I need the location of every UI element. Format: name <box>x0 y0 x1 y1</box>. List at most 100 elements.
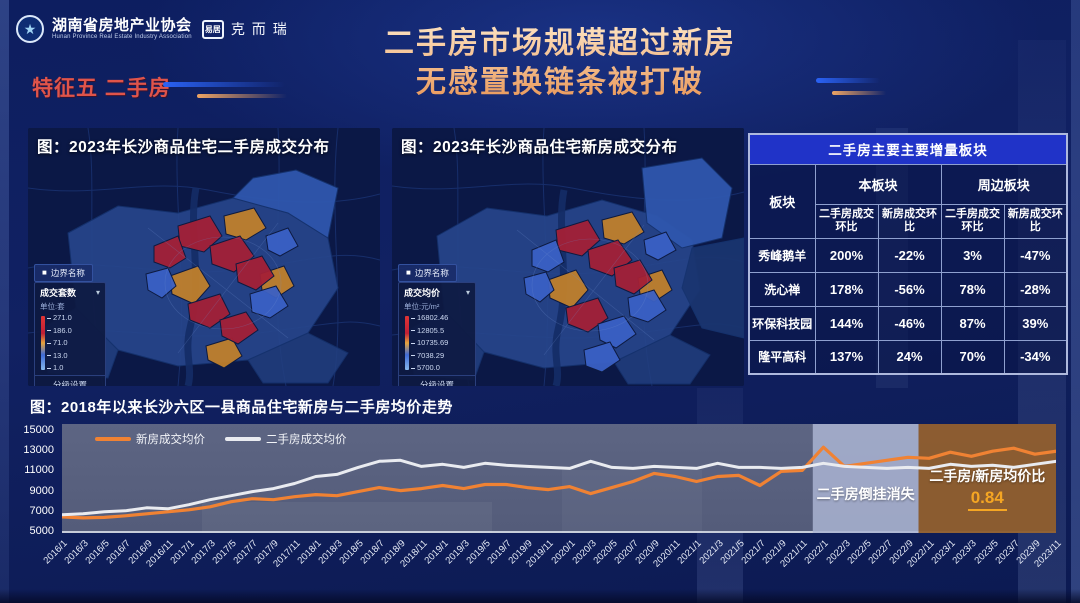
right-edge-glow <box>1071 0 1080 603</box>
sub-header: 二手房成交环比 <box>814 203 879 239</box>
scale-settings-button[interactable]: 分级设置 <box>399 375 475 386</box>
x-tick-label: 2016/7 <box>104 538 134 567</box>
association-logo: ★ 湖南省房地产业协会 Hunan Province Real Estate I… <box>16 15 294 43</box>
scale-tick: 186.0 <box>47 326 72 335</box>
x-tick-label: 2021/1 <box>675 538 705 567</box>
map-legend: 成交套数 ▾ 单位:套 271.0 186.0 71.0 13.0 1.0 分级… <box>34 282 106 386</box>
org-name-en: Hunan Province Real Estate Industry Asso… <box>52 33 192 40</box>
x-tick-label: 2021/9 <box>760 538 789 567</box>
chevron-down-icon: ▾ <box>465 287 470 297</box>
sub-header: 二手房成交环比 <box>940 203 1005 239</box>
newhouse-map-canvas[interactable] <box>392 128 744 386</box>
org-name: 湖南省房地产业协会 <box>52 16 192 34</box>
scale-tick: 16802.46 <box>411 314 448 322</box>
annotation-band <box>812 424 919 533</box>
unit-label: 单位:元/m² <box>404 302 440 311</box>
group-header-surrounding: 周边板块 <box>940 163 1068 205</box>
x-tick-label: 2023/7 <box>993 538 1022 567</box>
y-tick-label: 9000 <box>29 484 54 497</box>
x-tick-label: 2023/5 <box>971 538 1001 567</box>
x-tick-label: 2020/7 <box>612 538 641 567</box>
boundary-toggle[interactable]: ■ 边界名称 <box>398 264 457 282</box>
x-tick-label: 2018/5 <box>337 538 366 567</box>
x-tick-label: 2016/5 <box>83 538 113 567</box>
table-row: 环保科技园 144% -46% 87% 39% <box>748 305 1068 341</box>
scale-tick: 271.0 <box>47 314 72 322</box>
table-title: 二手房主要主要增量板块 <box>748 133 1068 165</box>
page-title-line1: 二手房市场规模超过新房 <box>384 27 736 60</box>
legend-item-secondhand: 二手房成交均价 <box>225 431 347 447</box>
bottom-shade <box>0 589 1080 603</box>
scale-tick: 13.0 <box>47 351 72 360</box>
page-title-line2: 无感置换链条被打破 <box>416 66 704 99</box>
x-tick-label: 2017/9 <box>252 538 282 567</box>
x-tick-label: 2017/5 <box>210 538 239 567</box>
x-tick-label: 2018/1 <box>295 538 324 567</box>
cric-brand-name: 克而瑞 <box>230 21 294 37</box>
legend-swatch-new <box>95 437 131 441</box>
x-tick-label: 2018/11 <box>397 538 430 570</box>
scale-tick: 71.0 <box>47 339 72 347</box>
scale-settings-button[interactable]: 分级设置 <box>35 375 105 386</box>
x-tick-label: 2021/11 <box>778 538 810 570</box>
x-tick-label: 2016/1 <box>41 538 70 567</box>
table-row: 秀峰鹅羊 200% -22% 3% -47% <box>748 237 1068 273</box>
annotation-inversion-gone: 二手房倒挂消失 <box>816 486 915 502</box>
boundary-toggle[interactable]: ■ 边界名称 <box>34 264 93 282</box>
group-header-local: 本板块 <box>814 163 942 205</box>
scale-tick: 5700.0 <box>411 364 448 372</box>
legend-item-new: 新房成交均价 <box>95 431 205 447</box>
x-tick-label: 2019/7 <box>485 538 514 567</box>
checkbox-icon[interactable]: ■ <box>42 268 47 277</box>
checkbox-icon[interactable]: ■ <box>406 268 411 277</box>
chart-title: 图：2018年以来长沙六区一县商品住宅新房与二手房均价走势 <box>30 399 453 416</box>
x-tick-label: 2019/9 <box>506 538 536 567</box>
x-tick-label: 2022/5 <box>845 538 874 567</box>
x-tick-label: 2023/11 <box>1032 538 1064 570</box>
x-tick-label: 2017/7 <box>231 538 261 567</box>
y-tick-label: 13000 <box>23 444 54 457</box>
x-tick-label: 2020/5 <box>591 538 620 567</box>
x-tick-label: 2023/3 <box>950 538 980 567</box>
x-tick-label: 2018/9 <box>379 538 409 567</box>
sub-header: 新房成交环比 <box>1003 203 1068 239</box>
table-row: 洗心禅 178% -56% 78% -28% <box>748 271 1068 307</box>
secondhand-map-panel: 图：2023年长沙商品住宅二手房成交分布 ■ 边界名称 成交套数 ▾ 单位:套 … <box>28 128 380 386</box>
scale-tick: 12805.5 <box>411 326 448 335</box>
color-gradient-bar <box>405 316 409 370</box>
association-emblem-icon: ★ <box>16 15 44 43</box>
metric-dropdown[interactable]: 成交均价 ▾ <box>404 287 470 298</box>
y-tick-label: 11000 <box>24 464 54 477</box>
decor-step <box>202 502 492 533</box>
scale-tick: 7038.29 <box>411 351 448 360</box>
color-scale: 16802.46 12805.5 10735.69 7038.29 5700.0 <box>399 314 475 375</box>
x-tick-label: 2022/11 <box>905 538 937 570</box>
color-scale: 271.0 186.0 71.0 13.0 1.0 <box>35 314 105 375</box>
feature-accent-bar-orange <box>197 94 287 98</box>
chevron-down-icon: ▾ <box>95 287 100 297</box>
x-tick-label: 2017/3 <box>189 538 218 567</box>
x-tick-label: 2021/7 <box>739 538 768 567</box>
increment-boards-table: 二手房主要主要增量板块 板块 本板块 周边板块 二手房成交环比 新房成交环比 二… <box>748 133 1069 375</box>
x-tick-label: 2019/11 <box>524 538 557 570</box>
feature-tag: 特征五 二手房 <box>32 77 171 100</box>
x-tick-label: 2022/3 <box>823 538 853 567</box>
ehouse-logo-icon: 易居 <box>201 19 224 39</box>
page-title: 二手房市场规模超过新房 无感置换链条被打破 <box>300 24 820 102</box>
x-tick-label: 2016/11 <box>143 538 176 570</box>
col-header-board: 板块 <box>748 163 816 239</box>
boundary-label: 边界名称 <box>414 268 449 278</box>
sub-header: 新房成交环比 <box>877 203 942 239</box>
x-tick-label: 2016/9 <box>126 538 155 567</box>
y-tick-label: 5000 <box>29 525 54 537</box>
secondhand-map-title: 图：2023年长沙商品住宅二手房成交分布 <box>37 139 330 156</box>
scale-tick: 10735.69 <box>411 339 448 347</box>
y-axis-labels: 15000 13000 11000 9000 7000 5000 <box>0 424 57 537</box>
title-accent-bar-blue <box>816 78 880 83</box>
x-tick-label: 2021/5 <box>718 538 747 567</box>
price-trend-chart <box>62 424 1056 533</box>
x-tick-label: 2020/9 <box>633 538 662 567</box>
metric-dropdown[interactable]: 成交套数 ▾ <box>40 287 100 298</box>
y-tick-label: 7000 <box>29 504 54 517</box>
